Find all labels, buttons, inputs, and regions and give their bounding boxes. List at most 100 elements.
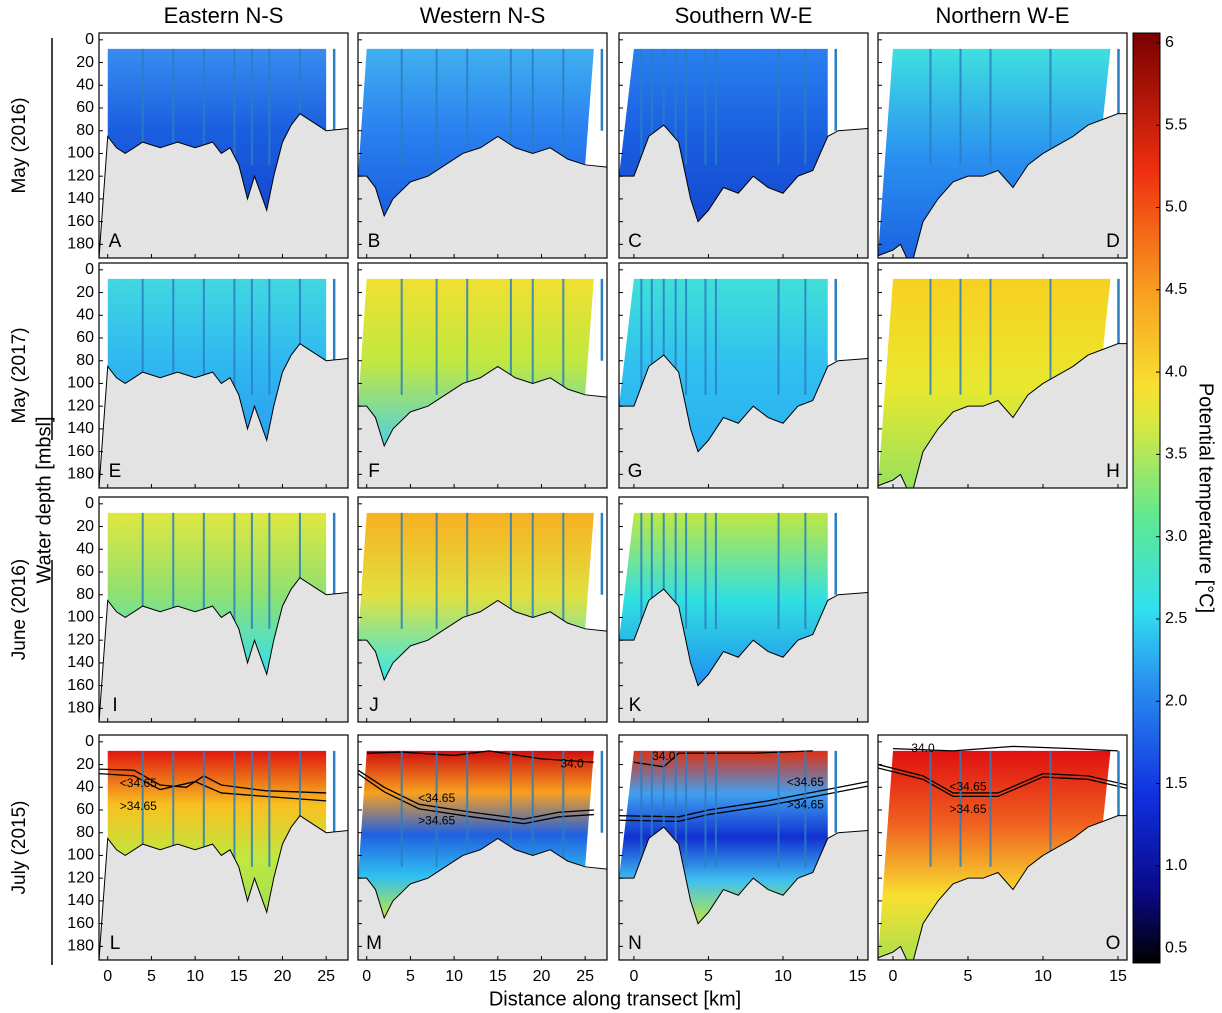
colorbar-label: Potential temperature [°C] [1195, 383, 1217, 613]
contour-line [878, 767, 1127, 798]
colorbar-tick-label: 3.0 [1165, 528, 1187, 545]
y-tick-label: 20 [76, 756, 94, 773]
x-tick-label: 25 [576, 968, 594, 985]
panel-frame [877, 734, 1128, 961]
panel-label: N [628, 933, 642, 954]
contour-label: >34.65 [418, 814, 455, 828]
seafloor [99, 343, 348, 488]
colorbar-tick-label: 4.5 [1165, 281, 1187, 298]
x-tick-label: 5 [147, 968, 156, 985]
y-tick-label: 120 [67, 167, 94, 184]
contour-line [619, 780, 868, 818]
contour-label: >34.65 [949, 802, 986, 816]
panel-frame [877, 262, 1128, 489]
panel-frame [618, 262, 869, 489]
x-tick-label: 0 [629, 968, 638, 985]
x-tick-label: 10 [774, 968, 792, 985]
seafloor [99, 113, 348, 258]
x-tick-label: 20 [274, 968, 292, 985]
temperature-field [358, 512, 594, 680]
temperature-field [358, 48, 594, 216]
contour-label: <34.65 [418, 791, 455, 805]
panel: H [877, 262, 1128, 489]
temperature-field [619, 750, 828, 924]
seafloor [619, 588, 868, 722]
colorbar [1132, 32, 1161, 964]
contour-label: 34.0 [652, 749, 676, 763]
panel-label: F [368, 461, 380, 482]
panel-label: O [1106, 933, 1121, 954]
panel-frame [877, 32, 1128, 259]
panel-frame [618, 32, 869, 259]
y-tick-label: 180 [67, 700, 94, 717]
y-tick-label: 180 [67, 938, 94, 955]
temperature-field [878, 48, 1111, 258]
x-tick-label: 15 [1109, 968, 1127, 985]
temperature-field [107, 48, 327, 211]
panel: E 0 20 40 60 80 100 120 140 160 180 [67, 261, 349, 489]
contour-label: 34.0 [560, 757, 584, 771]
x-tick-label: 15 [489, 968, 507, 985]
panel-frame [357, 496, 608, 723]
contour-line [99, 772, 327, 802]
panel: K [618, 496, 869, 723]
contour-line [619, 785, 868, 823]
y-tick-label: 160 [67, 213, 94, 230]
column-title: Southern W-E [675, 3, 813, 28]
panel-label: B [368, 231, 381, 252]
panel-label: I [112, 695, 117, 716]
y-axis-label: Water depth [mbsl] [33, 416, 55, 583]
temperature-field [878, 278, 1111, 488]
row-title: June (2016) [9, 559, 30, 660]
panel-frame [357, 262, 608, 489]
panel: N 34.0 <34.65 >34.65 0 5 10 15 [618, 734, 869, 985]
panel: B [357, 32, 608, 259]
panel: G [618, 262, 869, 489]
y-tick-label: 60 [76, 801, 94, 818]
colorbar-tick-label: 6 [1165, 34, 1174, 51]
y-tick-label: 60 [76, 99, 94, 116]
seafloor [619, 124, 868, 258]
colorbar-tick-label: 1.0 [1165, 857, 1187, 874]
y-tick-label: 0 [85, 733, 94, 750]
colorbar-tick-label: 2.0 [1165, 693, 1187, 710]
seafloor [619, 354, 868, 488]
y-tick-label: 80 [76, 586, 94, 603]
panel-label: A [109, 231, 122, 252]
panel: C [618, 32, 869, 259]
panel-label: K [629, 695, 642, 716]
seafloor [358, 135, 607, 258]
y-tick-label: 20 [76, 518, 94, 535]
x-tick-label: 5 [704, 968, 713, 985]
contour-line [366, 750, 594, 763]
panel-label: J [369, 695, 379, 716]
panel: L <34.65 >34.65 0 20 40 60 80 100 120 140 160 180 0 5 1… [67, 733, 349, 985]
colorbar-tick-label: 4.0 [1165, 363, 1187, 380]
y-tick-label: 120 [67, 397, 94, 414]
colorbar-tick-label: 5.5 [1165, 116, 1187, 133]
colorbar-tick-label: 3.5 [1165, 446, 1187, 463]
colorbar-tick-label: 1.5 [1165, 775, 1187, 792]
temperature-field [358, 278, 594, 446]
y-tick-label: 100 [67, 609, 94, 626]
panel-label: L [110, 933, 121, 954]
y-tick-label: 140 [67, 420, 94, 437]
panel-label: D [1106, 231, 1120, 252]
y-tick-label: 180 [67, 236, 94, 253]
y-tick-label: 100 [67, 847, 94, 864]
panel-label: E [109, 461, 122, 482]
colorbar-tick-label: 5.0 [1165, 199, 1187, 216]
y-tick-label: 60 [76, 563, 94, 580]
y-tick-label: 40 [76, 778, 94, 795]
seafloor [878, 815, 1127, 960]
y-tick-label: 160 [67, 443, 94, 460]
panel-frame [98, 32, 349, 259]
panel-frame [618, 496, 869, 723]
panel-frame [98, 496, 349, 723]
y-tick-label: 100 [67, 145, 94, 162]
y-tick-label: 0 [85, 31, 94, 48]
y-tick-label: 100 [67, 375, 94, 392]
panel-label: H [1106, 461, 1120, 482]
x-tick-label: 0 [362, 968, 371, 985]
